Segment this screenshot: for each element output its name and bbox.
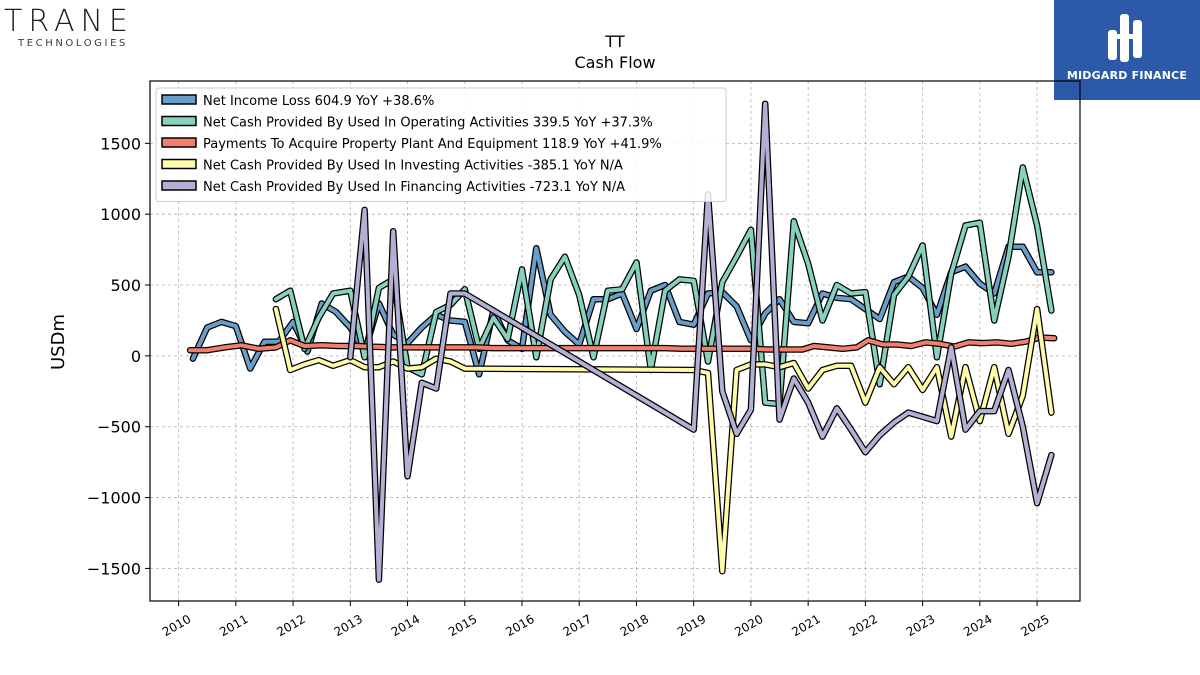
x-tick-label: 2013 bbox=[332, 612, 365, 639]
legend-swatch bbox=[161, 158, 197, 170]
x-tick-label: 2010 bbox=[160, 612, 193, 639]
legend-swatch bbox=[161, 137, 197, 148]
legend-label: Net Income Loss 604.9 YoY +38.6% bbox=[203, 94, 434, 109]
series-line-4 bbox=[348, 101, 1054, 582]
series-line-2 bbox=[188, 335, 1057, 353]
x-tick-label: 2014 bbox=[389, 612, 422, 639]
legend-label: Payments To Acquire Property Plant And E… bbox=[203, 137, 662, 152]
x-tick-label: 2022 bbox=[847, 612, 880, 639]
legend-swatch bbox=[161, 180, 197, 191]
midgard-logo-mark-icon bbox=[1108, 14, 1142, 62]
series-layer bbox=[186, 100, 1058, 583]
y-tick-label: 1000 bbox=[100, 205, 141, 224]
x-tick-label: 2024 bbox=[961, 612, 994, 639]
legend-label: Net Cash Provided By Used In Investing A… bbox=[203, 159, 623, 174]
x-tick-label: 2020 bbox=[732, 612, 765, 639]
legend-label: Net Cash Provided By Used In Financing A… bbox=[203, 180, 625, 195]
chart-subtitle: Cash Flow bbox=[574, 53, 655, 72]
x-tick-label: 2025 bbox=[1018, 612, 1051, 639]
x-tick-label: 2011 bbox=[217, 612, 250, 639]
y-tick-label: 1500 bbox=[100, 134, 141, 153]
x-tick-label: 2012 bbox=[274, 612, 307, 639]
legend-box bbox=[155, 87, 727, 202]
x-axis: 2010 2011 2012 2013 2014 2015 2016 2017 2018 2019… bbox=[160, 601, 1052, 639]
y-tick-label: 0 bbox=[131, 347, 141, 366]
legend-label: Net Cash Provided By Used In Operating A… bbox=[203, 116, 653, 131]
x-tick-label: 2019 bbox=[675, 612, 708, 639]
y-tick-label: 500 bbox=[110, 276, 141, 295]
x-tick-label: 2021 bbox=[789, 612, 822, 639]
x-tick-label: 2017 bbox=[561, 612, 594, 639]
y-tick-label: −1000 bbox=[87, 489, 141, 508]
y-tick-label: −500 bbox=[97, 418, 141, 437]
midgard-logo-text: MIDGARD FINANCE bbox=[1066, 69, 1188, 82]
chart-title: TT bbox=[604, 32, 624, 51]
y-axis: −1500 −1000 −500 0 500 1000 1500 bbox=[87, 134, 150, 578]
y-tick-label: −1500 bbox=[87, 559, 141, 578]
logo-wordmark: TRANE bbox=[4, 4, 134, 39]
legend: Net Income Loss 604.9 YoY +38.6% Net Cash… bbox=[155, 87, 727, 202]
y-axis-label: USDm bbox=[48, 314, 69, 370]
x-tick-label: 2023 bbox=[904, 612, 937, 639]
x-tick-label: 2016 bbox=[503, 612, 536, 639]
legend-swatch bbox=[161, 94, 197, 105]
x-tick-label: 2018 bbox=[618, 612, 651, 639]
legend-swatch bbox=[161, 115, 197, 127]
midgard-finance-logo: MIDGARD FINANCE bbox=[1054, 0, 1200, 100]
logo-subtitle: TECHNOLOGIES bbox=[18, 38, 128, 49]
trane-technologies-logo: TRANE TECHNOLOGIES bbox=[4, 4, 164, 50]
plot-frame bbox=[149, 80, 1081, 602]
x-tick-label: 2015 bbox=[446, 612, 479, 639]
